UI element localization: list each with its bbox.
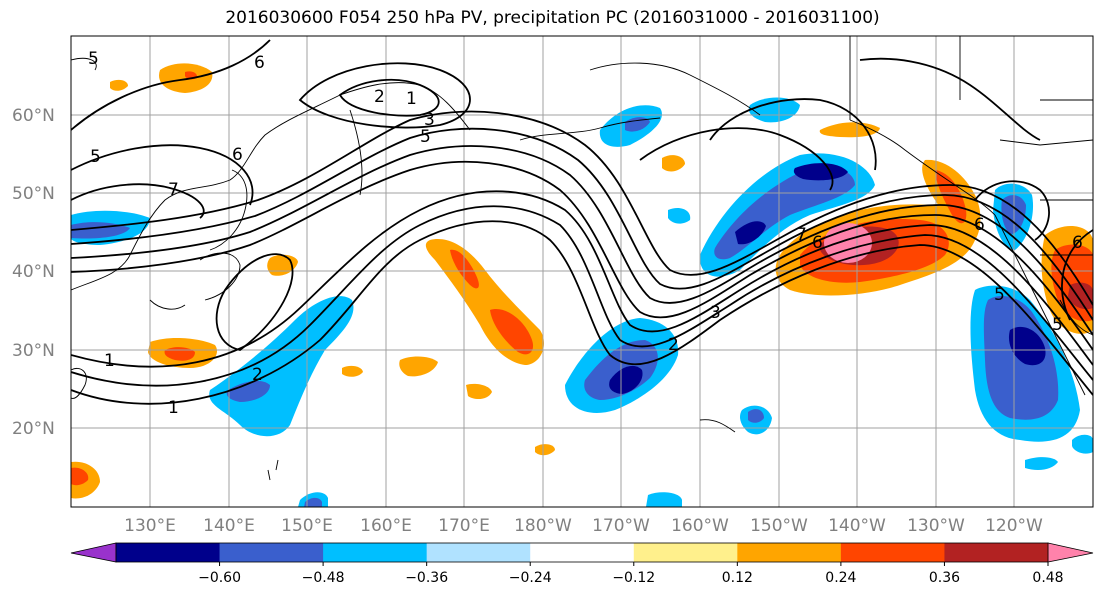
lon-label: 160°E [360, 516, 412, 536]
contour-label: 5 [90, 147, 101, 167]
colorbar-tick-label: −0.60 [198, 570, 241, 586]
contour-label: 7 [796, 225, 807, 245]
precip-positive-region [399, 356, 438, 377]
contour-label: 1 [104, 351, 115, 371]
colorbar-tick-label: 0.24 [825, 570, 856, 586]
colorbar-tick-label: −0.48 [302, 570, 345, 586]
map-frame [70, 35, 1094, 508]
colorbar-extend-high [1047, 542, 1094, 563]
lon-label: 130°E [124, 516, 176, 536]
contour-label: 6 [812, 233, 823, 253]
colorbar-segment [737, 543, 842, 562]
colorbar-tick-label: −0.24 [509, 570, 552, 586]
contour-label: 6 [974, 215, 985, 235]
lat-label: 40°N [12, 262, 55, 282]
contour-label: 2 [668, 335, 679, 355]
contour-label: 5 [1052, 315, 1063, 335]
precip-negative-region [793, 163, 848, 181]
colorbar-segment [633, 543, 738, 562]
colorbar-tick-label: −0.36 [405, 570, 448, 586]
precip-positive-region [466, 383, 492, 400]
precip-negative-region [748, 409, 764, 423]
contour-label: 6 [1072, 233, 1083, 253]
precip-positive-region [1068, 282, 1093, 310]
lon-label: 140°E [203, 516, 255, 536]
precip-positive-region [159, 63, 213, 93]
contour-label: 6 [254, 53, 265, 73]
lat-label: 30°N [12, 341, 55, 361]
colorbar-tick-label: 0.12 [722, 570, 753, 586]
precip-negative-region [748, 97, 800, 123]
colorbar-tick-label: 0.48 [1032, 570, 1063, 586]
colorbar-extend-low [70, 542, 117, 563]
lon-label: 150°E [281, 516, 333, 536]
contour-label: 1 [168, 398, 179, 418]
contour-label: 6 [232, 145, 243, 165]
precip-positive-region [342, 365, 363, 377]
pv-contours [71, 39, 1093, 405]
contour-label: 3 [424, 110, 435, 130]
colorbar-segment [116, 543, 221, 562]
precip-positive-region [662, 155, 685, 172]
lon-label: 170°W [592, 516, 650, 536]
contour-label: 5 [88, 49, 99, 69]
precip-positive-region [164, 347, 195, 361]
lat-label: 60°N [12, 106, 55, 126]
lon-label: 160°W [671, 516, 729, 536]
lat-label: 20°N [12, 419, 55, 439]
colorbar-tick-label: −0.12 [612, 570, 655, 586]
lon-label: 150°W [750, 516, 808, 536]
precip-positive-region [535, 444, 555, 456]
precip-positive-region [71, 467, 89, 486]
map-layers: 5 6 5 7 6 2 1 3 5 7 6 3 2 1 2 1 5 6 5 6 [71, 36, 1093, 507]
contour-label: 5 [420, 127, 431, 147]
colorbar-segment [530, 543, 635, 562]
precip-positive-region [935, 170, 967, 224]
precip-negative-region [625, 117, 650, 132]
lon-label: 180°W [514, 516, 572, 536]
map-title: 2016030600 F054 250 hPa PV, precipitatio… [225, 8, 880, 28]
colorbar-segment [840, 543, 945, 562]
pv-contour-labels: 5 6 5 7 6 2 1 3 5 7 6 3 2 1 2 1 5 6 5 6 [88, 49, 1083, 418]
precip-negative-region [668, 208, 691, 224]
colorbar-tick-label: 0.36 [929, 570, 960, 586]
colorbar-segment [323, 543, 428, 562]
precip-negative-region [1025, 457, 1058, 470]
contour-label: 7 [168, 180, 179, 200]
lat-label: 50°N [12, 184, 55, 204]
precip-negative-region [304, 497, 322, 507]
contour-label: 5 [994, 285, 1005, 305]
precip-negative-region [1072, 434, 1093, 454]
precip-negative-region [1008, 326, 1046, 366]
precip-negative-region [735, 221, 766, 245]
contour-label: 2 [252, 365, 263, 385]
precip-negative-region [226, 380, 270, 402]
colorbar: −0.60 −0.48 −0.36 −0.24 −0.12 0.12 0.24 0.36 0.4… [70, 542, 1094, 586]
precip-negative-region [609, 365, 643, 394]
precip-shading [71, 63, 1093, 507]
precip-negative-region [646, 492, 682, 507]
lon-label: 130°W [907, 516, 965, 536]
contour-label: 2 [374, 87, 385, 107]
contour-label: 3 [710, 303, 721, 323]
colorbar-segment [219, 543, 324, 562]
lon-label: 120°W [985, 516, 1043, 536]
lon-labels: 130°E 140°E 150°E 160°E 170°E 180°W 170°… [124, 516, 1043, 536]
colorbar-segment [426, 543, 531, 562]
colorbar-outline [115, 542, 1049, 563]
contour-label: 1 [406, 89, 417, 109]
precip-positive-region [490, 309, 534, 355]
colorbar-segment [944, 543, 1049, 562]
precip-positive-region [110, 79, 128, 91]
lon-label: 170°E [438, 516, 490, 536]
lat-labels: 60°N 50°N 40°N 30°N 20°N [12, 106, 55, 439]
lon-label: 140°W [828, 516, 886, 536]
